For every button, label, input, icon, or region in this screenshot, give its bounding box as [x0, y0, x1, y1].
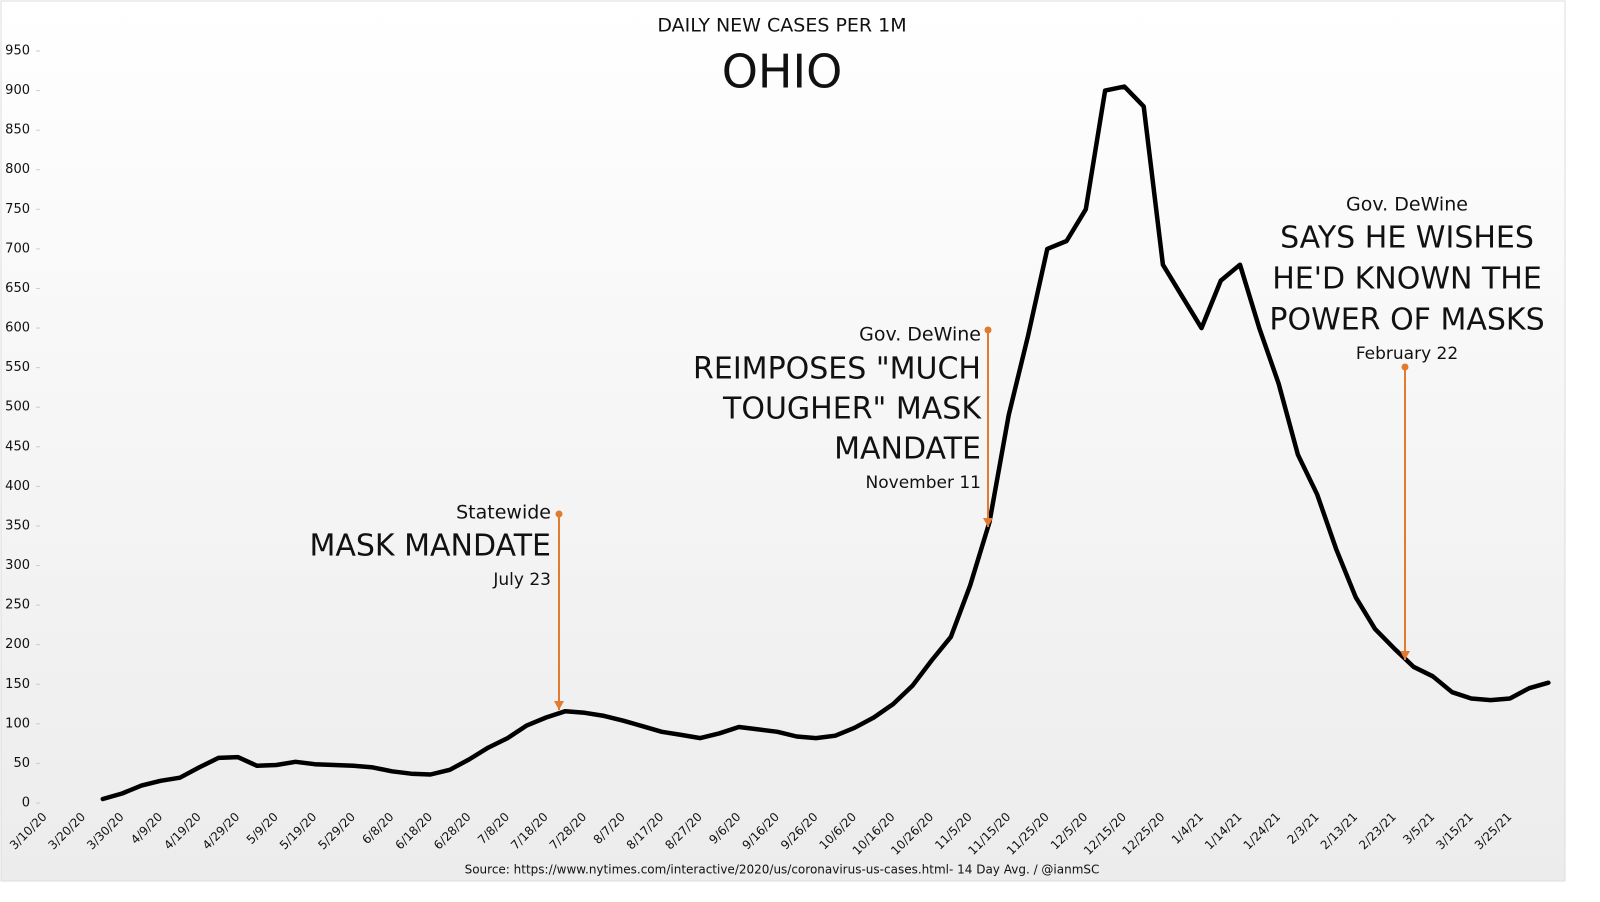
annotation-text: POWER OF MASKS: [1269, 303, 1544, 338]
y-tick-label: 400: [5, 479, 30, 494]
arrow-dot: [555, 510, 563, 518]
annotation-text: REIMPOSES "MUCH: [693, 352, 981, 387]
y-tick-label: 600: [5, 321, 30, 336]
y-tick-label: 700: [5, 241, 30, 256]
y-tick-label: 0: [22, 796, 30, 811]
annotation-text: TOUGHER" MASK: [722, 392, 982, 427]
y-tick-label: 500: [5, 400, 30, 415]
y-tick-label: 800: [5, 162, 30, 177]
arrow-head: [1400, 651, 1410, 660]
annotation-header: Gov. DeWine: [859, 324, 981, 346]
y-tick-label: 850: [5, 123, 30, 138]
arrow-dot: [1401, 363, 1409, 371]
annotation-text: MANDATE: [834, 432, 981, 467]
chart-title: DAILY NEW CASES PER 1M: [657, 15, 906, 37]
annotation-text: MASK MANDATE: [309, 529, 551, 564]
y-tick-label: 200: [5, 637, 30, 652]
annotation-text: SAYS HE WISHES: [1280, 221, 1534, 256]
chart-subtitle: OHIO: [722, 45, 843, 99]
arrow-dot: [984, 326, 992, 334]
background: [0, 0, 1566, 882]
y-tick-label: 50: [13, 756, 30, 771]
y-tick-label: 950: [5, 44, 30, 59]
y-tick-label: 450: [5, 439, 30, 454]
source: Source: https://www.nytimes.com/interact…: [465, 863, 1100, 877]
line: [100, 84, 1551, 802]
annotation-date: November 11: [866, 473, 981, 493]
y-tick-label: 100: [5, 716, 30, 731]
y-tick-label: 300: [5, 558, 30, 573]
arrow-head: [983, 518, 993, 527]
y-tick-label: 900: [5, 83, 30, 98]
y-tick-label: 650: [5, 281, 30, 296]
y-tick-label: 350: [5, 518, 30, 533]
annotation-header: Gov. DeWine: [1346, 194, 1468, 216]
y-tick-label: 250: [5, 598, 30, 613]
annotation-date: February 22: [1356, 344, 1458, 364]
y-tick-label: 750: [5, 202, 30, 217]
annotation-text: HE'D KNOWN THE: [1272, 262, 1542, 297]
annotation-header: Statewide: [456, 502, 551, 524]
annotation-date: July 23: [492, 570, 551, 590]
y-tick-label: 550: [5, 360, 30, 375]
arrow-head: [554, 701, 564, 710]
y-tick-label: 150: [5, 677, 30, 692]
